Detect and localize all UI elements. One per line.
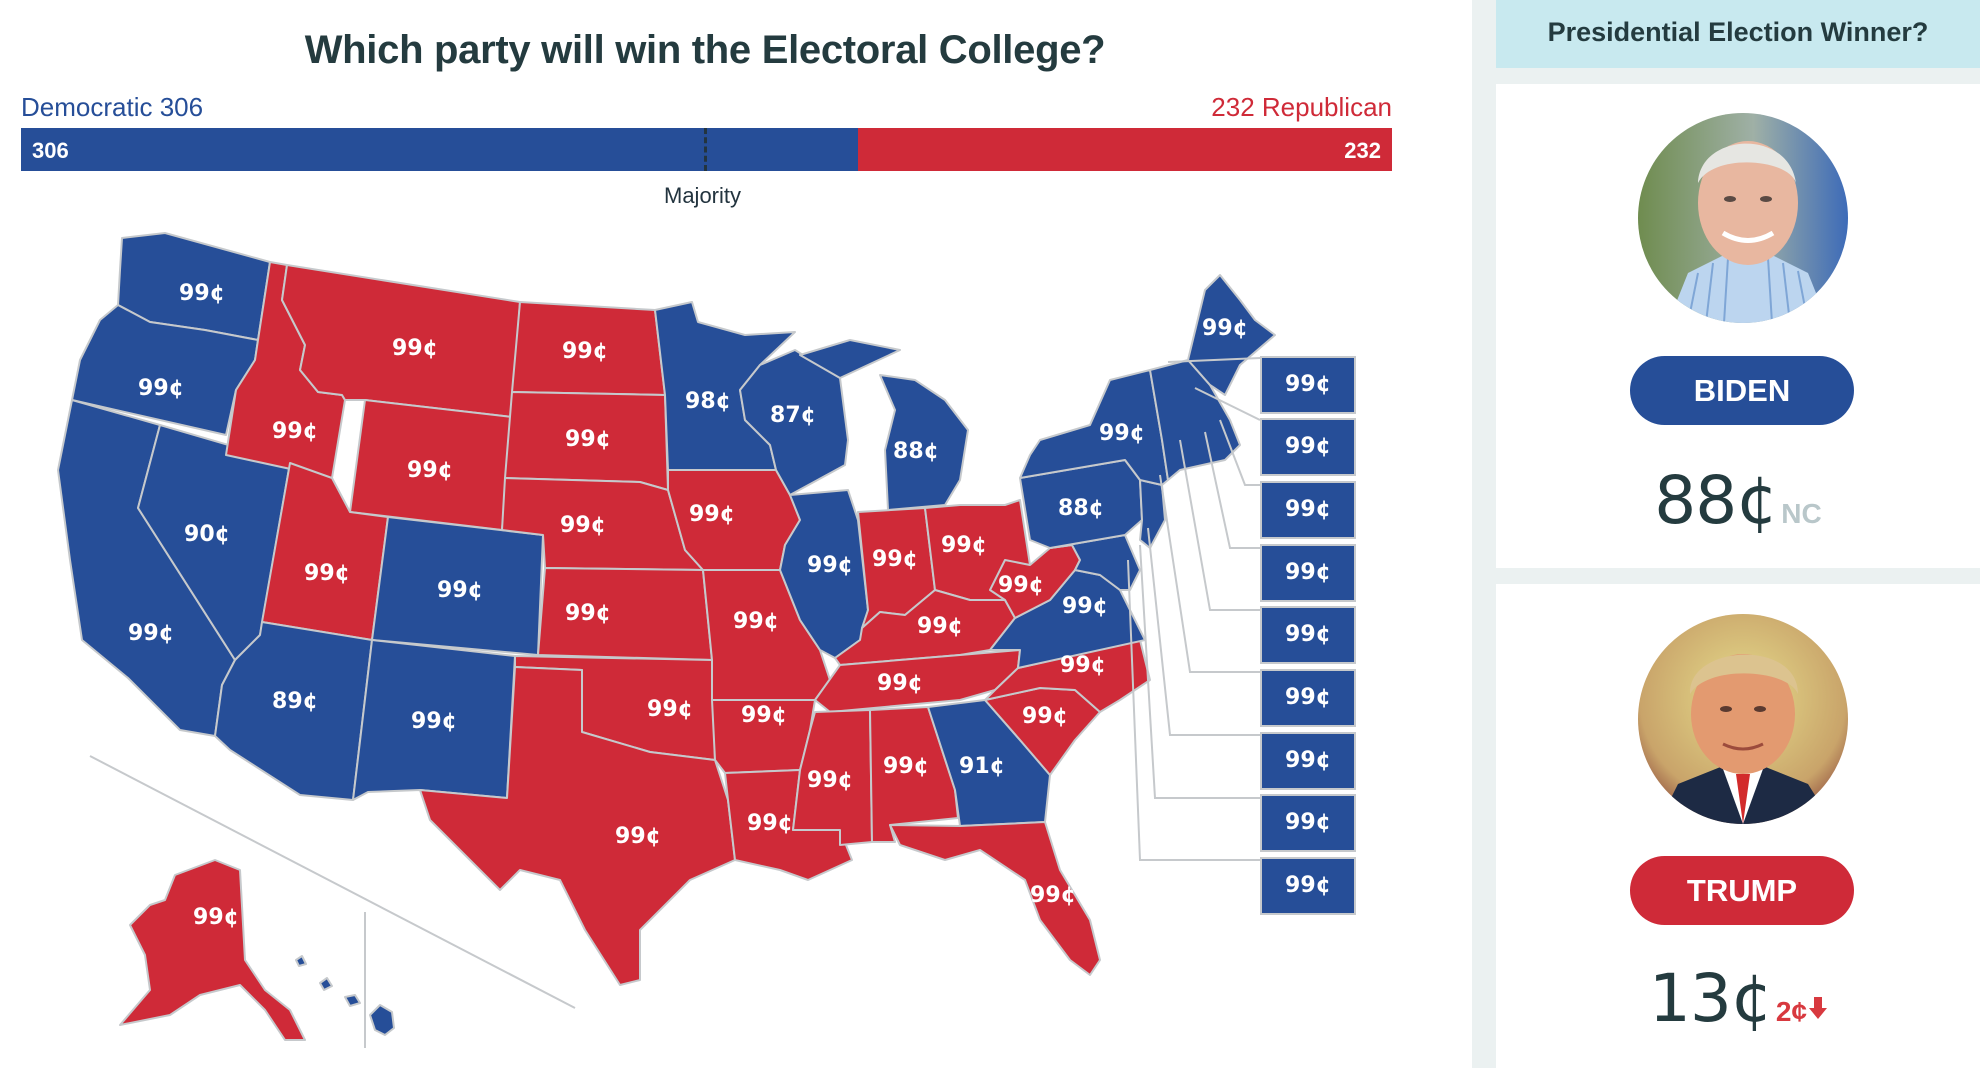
label-oh: 99¢	[941, 533, 987, 558]
state-il[interactable]	[779, 489, 869, 659]
biden-price: 88¢ NC	[1496, 462, 1980, 539]
presidential-winner-sidebar: Presidential Election Winner?	[1472, 0, 1980, 1068]
trump-price-change: 2¢	[1775, 996, 1808, 1027]
label-va: 99¢	[1062, 594, 1108, 619]
state-mi[interactable]	[799, 339, 969, 511]
biden-portrait-avatar	[1638, 113, 1848, 323]
state-nc[interactable]	[984, 639, 1151, 713]
trump-price: 13¢ 2¢	[1496, 960, 1980, 1037]
label-ok: 99¢	[647, 697, 693, 722]
inset-divider	[89, 755, 576, 1009]
label-me: 99¢	[1202, 316, 1248, 341]
label-wy: 99¢	[407, 458, 453, 483]
trump-price-value: 13¢	[1648, 960, 1773, 1037]
state-fl[interactable]	[889, 821, 1101, 976]
label-tx: 99¢	[615, 824, 661, 849]
label-wa: 99¢	[179, 281, 225, 306]
state-ny[interactable]	[1019, 369, 1169, 486]
label-wv: 99¢	[998, 573, 1044, 598]
label-nm: 99¢	[411, 709, 457, 734]
majority-marker	[704, 128, 707, 171]
small-state-box[interactable]: 99¢	[1260, 606, 1356, 664]
trump-button[interactable]: TRUMP	[1630, 856, 1854, 925]
us-electoral-map: 99¢ 99¢ 99¢ 90¢ 99¢ 99¢ 99¢ 99¢ 99¢ 89¢ …	[0, 200, 1472, 1068]
republican-bar-count: 232	[1344, 138, 1381, 163]
label-ar: 99¢	[741, 703, 787, 728]
state-tx[interactable]	[419, 666, 736, 986]
small-state-box[interactable]: 99¢	[1260, 732, 1356, 790]
small-state-box[interactable]: 99¢	[1260, 356, 1356, 414]
state-ak[interactable]	[119, 859, 306, 1041]
label-ky: 99¢	[917, 614, 963, 639]
biden-price-value: 88¢	[1654, 462, 1778, 539]
state-md[interactable]	[1049, 534, 1141, 591]
label-mi: 88¢	[893, 439, 939, 464]
small-state-box[interactable]: 99¢	[1260, 418, 1356, 476]
leader-lines	[1127, 357, 1261, 861]
small-state-box[interactable]: 99¢	[1260, 481, 1356, 539]
label-ms: 99¢	[807, 768, 853, 793]
state-nj[interactable]	[1139, 479, 1166, 549]
label-ut: 99¢	[304, 561, 350, 586]
democratic-bar-segment: 306	[21, 128, 858, 171]
page-title: Which party will win the Electoral Colle…	[304, 28, 1106, 72]
label-az: 89¢	[272, 689, 318, 714]
small-state-box[interactable]: 99¢	[1260, 857, 1356, 915]
democratic-bar-count: 306	[32, 138, 69, 163]
label-ga: 91¢	[959, 754, 1005, 779]
label-mt: 99¢	[392, 336, 438, 361]
label-ks: 99¢	[565, 601, 611, 626]
trump-portrait-avatar	[1638, 614, 1848, 824]
democratic-total-label: Democratic 306	[21, 92, 204, 122]
label-ak: 99¢	[193, 905, 239, 930]
label-nc: 99¢	[1060, 653, 1106, 678]
label-tn: 99¢	[877, 671, 923, 696]
label-id: 99¢	[272, 419, 318, 444]
sidebar-title: Presidential Election Winner?	[1496, 0, 1980, 68]
label-la: 99¢	[747, 811, 793, 836]
arrow-down-icon	[1809, 997, 1828, 1019]
label-wi: 87¢	[770, 403, 816, 428]
republican-bar-segment: 232	[858, 128, 1392, 171]
label-il: 99¢	[807, 553, 853, 578]
electoral-vote-bar: 306 232	[21, 128, 1392, 171]
label-ne: 99¢	[560, 513, 606, 538]
majority-label: Majority	[664, 183, 742, 208]
label-nv: 90¢	[184, 522, 230, 547]
small-state-box[interactable]: 99¢	[1260, 544, 1356, 602]
label-ny: 99¢	[1099, 421, 1145, 446]
electoral-college-panel: Which party will win the Electoral Colle…	[0, 28, 1472, 1068]
label-mn: 98¢	[685, 389, 731, 414]
label-pa: 88¢	[1058, 496, 1104, 521]
biden-button[interactable]: BIDEN	[1630, 356, 1854, 425]
candidate-card-trump[interactable]: TRUMP 13¢ 2¢	[1496, 584, 1980, 1068]
label-co: 99¢	[437, 578, 483, 603]
republican-total-label: 232 Republican	[1211, 92, 1392, 122]
label-mo: 99¢	[733, 609, 779, 634]
label-sd: 99¢	[565, 427, 611, 452]
state-me[interactable]	[1187, 274, 1276, 396]
small-state-box[interactable]: 99¢	[1260, 669, 1356, 727]
label-sc: 99¢	[1022, 704, 1068, 729]
label-in: 99¢	[872, 547, 918, 572]
small-state-box[interactable]: 99¢	[1260, 794, 1356, 852]
label-ia: 99¢	[689, 502, 735, 527]
label-nd: 99¢	[562, 339, 608, 364]
candidate-card-biden[interactable]: BIDEN 88¢ NC	[1496, 84, 1980, 568]
label-or: 99¢	[138, 376, 184, 401]
biden-price-change: NC	[1781, 498, 1822, 529]
label-al: 99¢	[883, 754, 929, 779]
label-fl: 99¢	[1030, 883, 1076, 908]
label-ca: 99¢	[128, 621, 174, 646]
state-hi[interactable]	[295, 955, 395, 1036]
